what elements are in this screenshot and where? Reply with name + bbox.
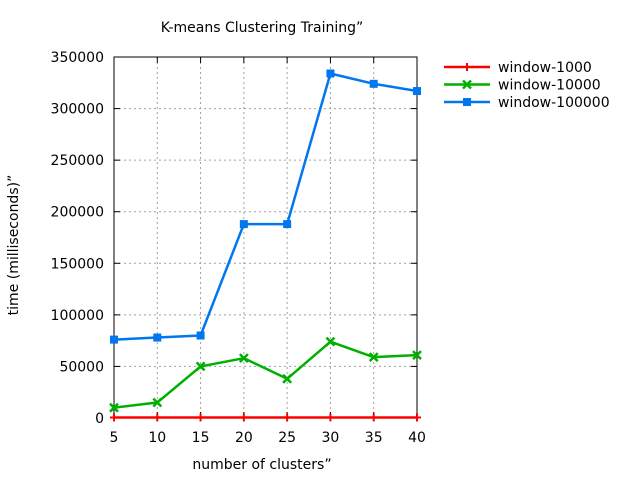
y-tick-label: 150000: [51, 256, 104, 272]
data-point: [462, 79, 472, 90]
x-tick-label: 30: [322, 430, 340, 446]
data-point: [196, 331, 205, 340]
x-axis-label: number of clusters”: [192, 457, 331, 473]
legend-label: window-100000: [498, 95, 610, 111]
data-point: [413, 87, 421, 96]
series-window-1000: [110, 413, 421, 422]
x-tick-label: 15: [192, 430, 210, 446]
x-tick-label: 5: [110, 430, 119, 446]
data-point: [282, 373, 293, 384]
y-tick-label: 300000: [51, 102, 104, 118]
series-window-10000: [109, 336, 422, 413]
y-tick-label: 350000: [51, 50, 104, 66]
y-tick-label: 100000: [51, 308, 104, 324]
data-point: [195, 361, 206, 372]
data-point: [326, 69, 335, 78]
series-layer: [109, 69, 422, 422]
y-tick-label: 0: [95, 411, 104, 427]
data-point: [368, 352, 379, 363]
x-tick-label: 20: [235, 430, 253, 446]
data-point: [463, 98, 471, 106]
series-window-100000: [110, 69, 421, 344]
data-point: [238, 353, 249, 364]
x-tick-label: 35: [365, 430, 383, 446]
data-point: [369, 79, 378, 88]
data-point: [283, 220, 292, 229]
plot-area-frame: [113, 56, 418, 419]
legend-label: window-10000: [498, 78, 601, 94]
chart-title: K-means Clustering Training”: [161, 20, 364, 36]
legend-label: window-1000: [498, 60, 592, 76]
data-point: [412, 350, 422, 360]
legend-item: window-10000: [444, 78, 601, 94]
y-axis-label: time (milliseconds)”: [6, 175, 22, 316]
data-point: [152, 397, 163, 408]
x-tick-label: 40: [408, 430, 426, 446]
y-tick-label: 50000: [59, 359, 104, 375]
data-point: [110, 335, 118, 344]
series-line: [113, 72, 418, 341]
legend-item: window-100000: [444, 95, 610, 111]
data-point: [153, 333, 162, 342]
x-tick-label: 25: [278, 430, 296, 446]
legend-item: window-1000: [444, 60, 592, 76]
y-tick-label: 200000: [51, 205, 104, 221]
data-point: [109, 402, 119, 413]
x-tick-label: 10: [148, 430, 166, 446]
axis-ticks: 0 50000 100000 150000 200000 250000 300000 3500…: [51, 50, 426, 446]
data-point: [239, 220, 248, 229]
series-line: [113, 340, 418, 409]
data-point: [325, 336, 336, 347]
y-tick-label: 250000: [51, 153, 104, 169]
grid: [114, 57, 417, 418]
